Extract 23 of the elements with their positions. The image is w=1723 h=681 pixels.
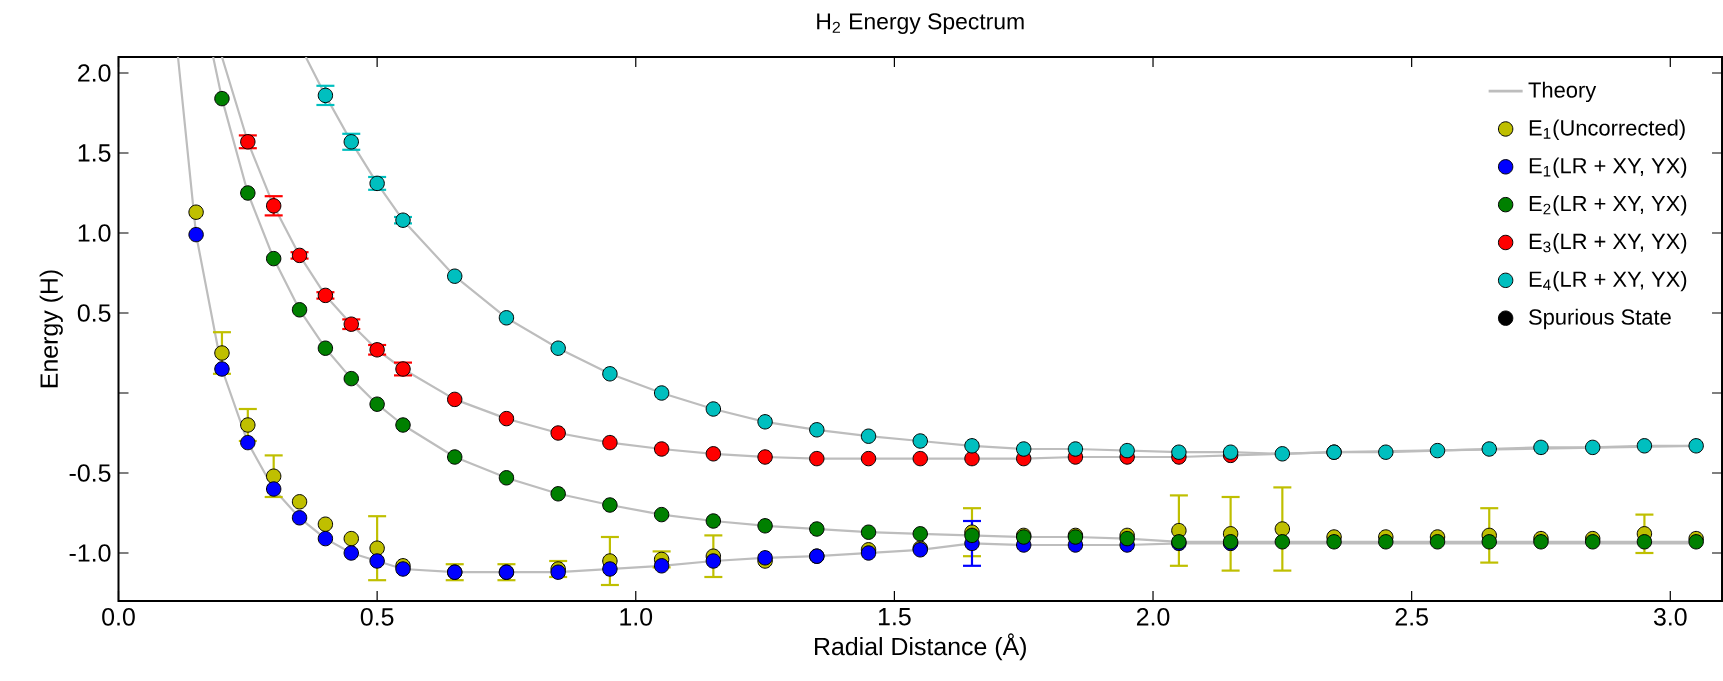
y-tick-label: 1.0 [78, 224, 111, 242]
chart-title: H$_{2}$ Energy Spectrum [817, 13, 1024, 34]
x-axis-title: Radial Distance (Å) [815, 633, 1026, 661]
legend-label: E$_{3}$(LR + XY, YX) [1529, 233, 1687, 254]
x-tick-label: 2.5 [1395, 608, 1428, 626]
y-tick-label: 1.5 [78, 144, 111, 162]
legend-label: Theory [1528, 81, 1597, 103]
y-axis-title: Energy (H) [39, 270, 63, 388]
x-tick-label: 0.5 [360, 608, 394, 626]
legend-label: E$_{1}$(LR + XY, YX) [1529, 157, 1687, 178]
x-tick-label: 1.0 [620, 608, 653, 626]
legend-label: E$_{4}$(LR + XY, YX) [1529, 270, 1687, 292]
y-tick-label: 2.0 [78, 64, 111, 82]
y-tick-label: 0.5 [77, 304, 111, 322]
legend-label: E$_{1}$(Uncorrected) [1529, 119, 1685, 140]
x-tick-label: 0.0 [102, 608, 135, 626]
x-tick-label: 3.0 [1653, 608, 1687, 626]
y-tick-label: -1.0 [69, 544, 111, 562]
legend-label: Spurious State [1529, 308, 1671, 330]
x-tick-label: 1.5 [878, 608, 911, 626]
y-tick-label: -0.5 [69, 464, 111, 482]
legend-label: E$_{2}$(LR + XY, YX) [1529, 195, 1687, 216]
x-tick-label: 2.0 [1136, 608, 1170, 626]
